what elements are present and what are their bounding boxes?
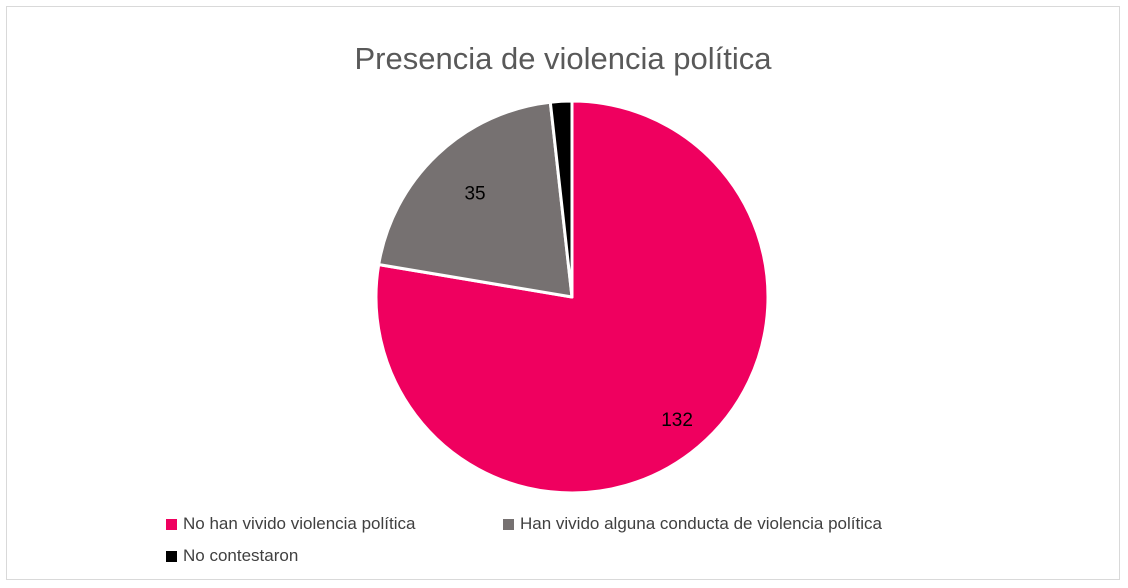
pie-data-labels: 132 35 (464, 184, 692, 432)
chart-title: Presencia de violencia política (354, 41, 772, 76)
pie-slice-0 (374, 99, 770, 495)
legend-label: No han vivido violencia política (183, 514, 416, 533)
pie-slice-2 (548, 99, 574, 299)
pie-slice-1 (377, 100, 574, 299)
legend-item-han-vivido: Han vivido alguna conducta de violencia … (503, 514, 882, 534)
legend-swatch (166, 550, 177, 562)
legend-swatch (166, 518, 177, 530)
legend-label: Han vivido alguna conducta de violencia … (520, 514, 882, 533)
legend-label: No contestaron (183, 546, 299, 565)
pie-data-label: 35 (464, 184, 485, 205)
legend-item-no-violencia: No han vivido violencia política (166, 514, 415, 534)
pie-data-label: 132 (661, 410, 693, 431)
pie-slices (374, 99, 770, 495)
legend-item-no-contestaron: No contestaron (166, 546, 298, 566)
legend-swatch (503, 518, 514, 530)
